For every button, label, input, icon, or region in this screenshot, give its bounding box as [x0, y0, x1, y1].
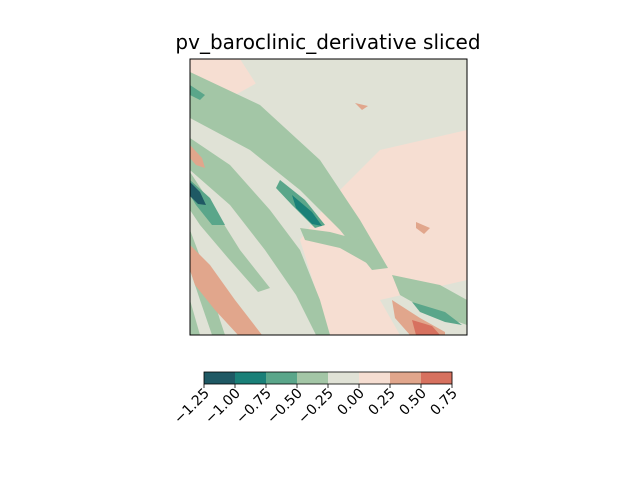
- contour-neutral-2: [240, 59, 300, 90]
- colorbar-segment-3: [297, 372, 329, 384]
- colorbar-segment-1: [235, 372, 267, 384]
- contour-band-lightgreen-5: [392, 275, 467, 325]
- plot-frame: [189, 58, 468, 336]
- contour-positive-0: [190, 245, 262, 335]
- colorbar-segment-0: [204, 372, 236, 384]
- contour-band-lightgreen-6: [300, 228, 382, 266]
- contour-positive-3: [355, 103, 368, 110]
- colorbar-segment-6: [390, 372, 422, 384]
- colorbar-tick-label: 0.75: [427, 386, 460, 419]
- colorbar-segment-2: [266, 372, 298, 384]
- colorbar-segment-5: [359, 372, 391, 384]
- contour-positive-1: [190, 145, 205, 168]
- colorbar-tick-label: −0.25: [295, 386, 337, 428]
- contour-band-midgreen-3: [412, 302, 462, 325]
- contour-band-lightgreen-2: [190, 172, 270, 292]
- chart-title: pv_baroclinic_derivative sliced: [175, 30, 481, 54]
- contour-positive-strong: [412, 320, 440, 335]
- contour-positive-4: [416, 222, 430, 234]
- contour-core-teal: [292, 195, 322, 226]
- colorbar-segment-7: [421, 372, 453, 384]
- colorbar-tick-label: 0.50: [396, 386, 429, 419]
- contour-core-dark: [190, 182, 206, 205]
- colorbar-tick-label: 0.00: [334, 386, 367, 419]
- contour-field: [190, 59, 467, 335]
- colorbar-segment-4: [328, 372, 360, 384]
- contour-band-midgreen-2: [190, 85, 205, 100]
- contour-band-lightgreen-4: [190, 300, 200, 335]
- colorbar-tick-label: 0.25: [365, 386, 398, 419]
- colorbar: −1.25−1.00−0.75−0.50−0.250.000.250.500.7…: [171, 371, 461, 428]
- contour-band-lightgreen-0: [190, 72, 388, 270]
- contour-band-lightgreen-1: [190, 138, 330, 335]
